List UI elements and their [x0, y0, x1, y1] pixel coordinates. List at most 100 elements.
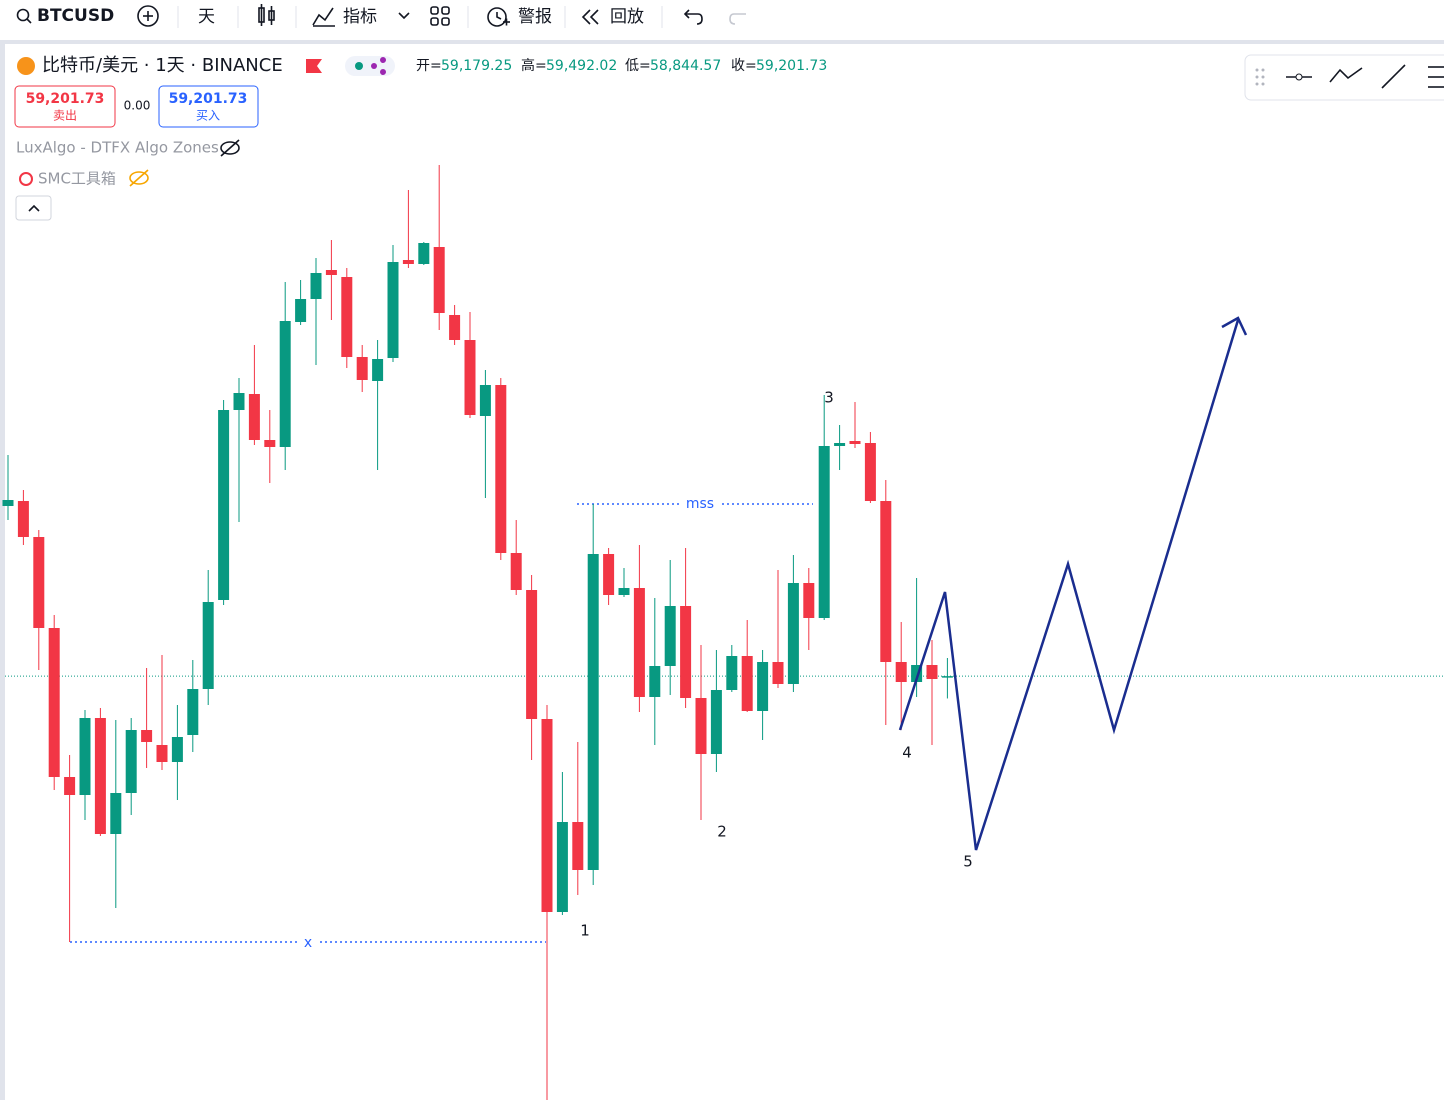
candle-body — [325, 270, 337, 275]
trend-tool[interactable] — [1381, 64, 1406, 89]
candle-body — [94, 718, 106, 834]
flag[interactable] — [306, 59, 322, 73]
coin-icon — [17, 57, 35, 75]
wave-label: 3 — [824, 389, 834, 407]
path-tool[interactable] — [1329, 67, 1363, 83]
candle-body — [402, 260, 414, 264]
hidden-icon[interactable] — [129, 169, 149, 187]
candle-body — [264, 440, 276, 447]
layout-icon[interactable] — [430, 6, 450, 26]
candle-body — [171, 737, 183, 762]
indicators-button[interactable]: 指标 — [343, 7, 377, 27]
separators — [177, 6, 663, 28]
candle-body — [156, 745, 168, 762]
sell-button[interactable] — [14, 85, 116, 128]
alert-icon[interactable] — [487, 7, 510, 27]
indicator-name: LuxAlgo - DTFX Algo Zones — [16, 139, 219, 157]
more-tool[interactable] — [1428, 66, 1444, 88]
spread: 0.00 — [124, 99, 151, 113]
candle-body — [418, 243, 430, 264]
sell-price: 59,201.73 — [26, 91, 105, 107]
drawing-toolbar — [1244, 54, 1444, 101]
hidden-icon[interactable] — [220, 139, 240, 157]
undo[interactable] — [686, 13, 703, 25]
buy-label: 买入 — [196, 109, 220, 123]
buy-price: 59,201.73 — [169, 91, 248, 107]
status-dot — [355, 62, 363, 70]
annotation: mss — [686, 496, 714, 512]
status-pill[interactable] — [345, 56, 395, 76]
ohlc: 开= 59,179.25 高= 59,492.02 低= 58,844.57 收= 59,20… — [416, 57, 827, 74]
candle-body — [618, 588, 630, 595]
collapse-icon — [28, 204, 40, 212]
candle-body — [864, 443, 876, 501]
candle-body — [125, 730, 137, 793]
drag-handle[interactable] — [1255, 68, 1265, 86]
candle-body — [387, 262, 399, 358]
smc-icon — [19, 172, 33, 186]
candle-body — [818, 446, 830, 618]
candle-body — [48, 628, 60, 777]
undo-head[interactable] — [683, 9, 690, 19]
candles — [2, 165, 1444, 1100]
candle-body — [356, 357, 368, 380]
candle-body — [141, 730, 153, 742]
candle-body — [849, 441, 861, 444]
wave-label: 5 — [963, 853, 973, 871]
candle-body — [556, 822, 568, 912]
candle-body — [2, 500, 14, 506]
ohlc-label: 高= — [521, 57, 547, 74]
candle-body — [726, 656, 738, 690]
candle-body — [526, 590, 538, 719]
projection-path — [898, 319, 1240, 851]
candle-body — [464, 340, 476, 415]
candle-body — [433, 247, 445, 313]
candle-body — [695, 698, 707, 754]
candle-body — [926, 665, 938, 679]
collapse-button[interactable] — [15, 195, 52, 221]
candle-body — [772, 662, 784, 684]
interval[interactable]: 天 — [198, 7, 215, 27]
candle-body — [279, 321, 291, 447]
candle-body — [803, 583, 815, 618]
redo[interactable] — [729, 13, 746, 25]
candle-body — [233, 393, 245, 410]
candle-body — [757, 662, 769, 711]
candle-body — [587, 554, 599, 870]
wave-label: 2 — [717, 823, 727, 841]
candle-body — [187, 689, 199, 735]
alert-button[interactable]: 警报 — [518, 7, 552, 27]
projection-arrow — [1221, 316, 1248, 336]
candle-body — [510, 553, 522, 590]
candle-body — [449, 315, 461, 340]
chart-type-icon[interactable] — [258, 4, 275, 26]
ohlc-value: 58,844.57 — [650, 58, 721, 74]
candle-body — [479, 385, 491, 416]
line-tool[interactable] — [1286, 73, 1312, 81]
search-icon[interactable] — [16, 8, 32, 24]
ohlc-value: 59,201.73 — [756, 58, 827, 74]
dropdown[interactable] — [398, 12, 410, 20]
candle-body — [710, 690, 722, 754]
symbol[interactable]: BTCUSD — [37, 6, 114, 26]
candle-body — [79, 718, 91, 795]
candle-body — [664, 606, 676, 666]
left-border — [0, 40, 5, 1100]
buy-button[interactable] — [158, 85, 259, 128]
candle-body — [248, 394, 260, 440]
candle-body — [941, 676, 953, 678]
candle-body — [649, 666, 661, 697]
candle-body — [895, 662, 907, 682]
replay-button[interactable]: 回放 — [610, 7, 644, 27]
ohlc-label: 低= — [625, 58, 651, 74]
annotation: x — [304, 935, 312, 951]
add-symbol[interactable] — [137, 5, 159, 27]
replay-icon[interactable] — [581, 9, 599, 25]
ohlc-value: 59,492.02 — [546, 58, 617, 74]
wave-label: 4 — [902, 744, 912, 762]
toolbar-border — [0, 40, 1444, 44]
candle-body — [295, 299, 307, 322]
indicator-icon[interactable] — [312, 7, 335, 27]
